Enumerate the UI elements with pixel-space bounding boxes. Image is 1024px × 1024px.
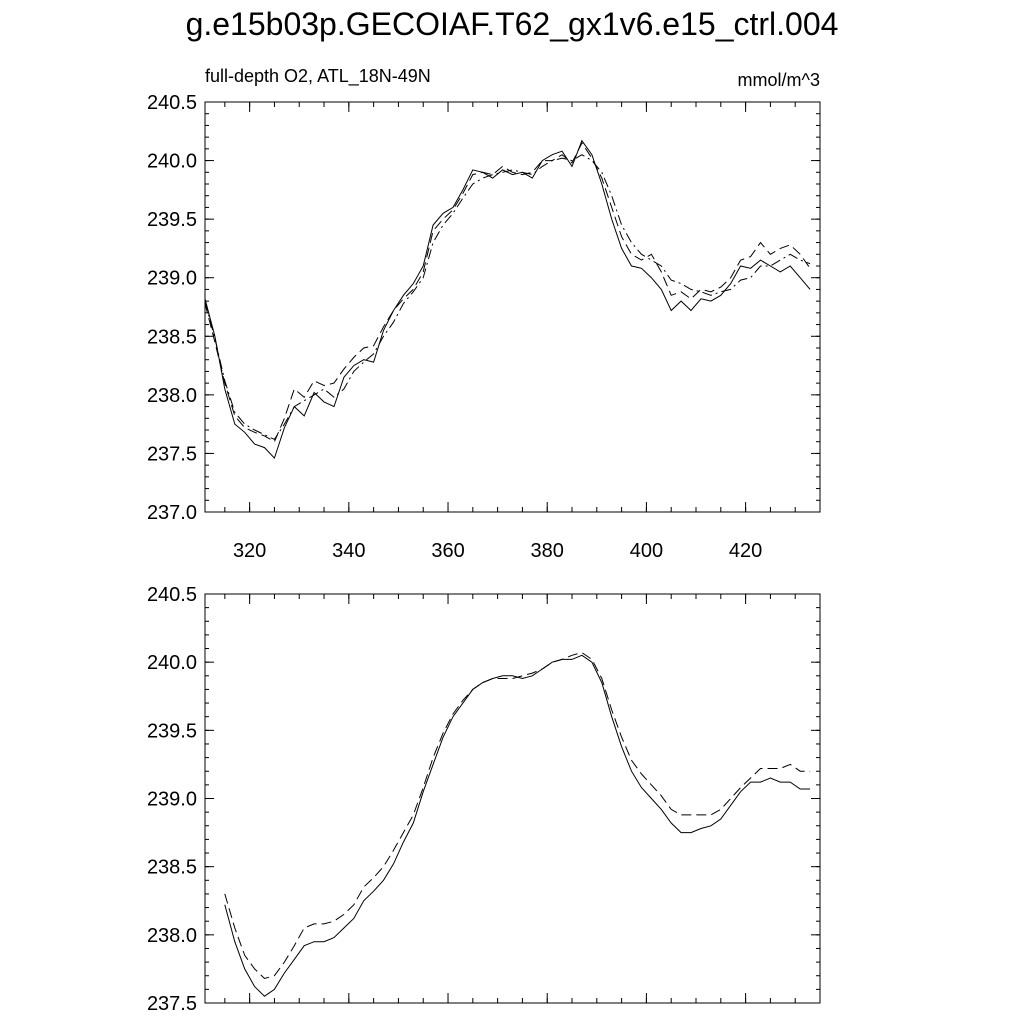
y-tick-label: 239.0 — [147, 268, 197, 290]
y-tick-label: 240.0 — [147, 652, 197, 674]
series-solid-line — [224, 654, 811, 997]
y-tick-label: 239.0 — [147, 789, 197, 811]
series-dashed-line — [205, 141, 811, 443]
x-tick-label: 340 — [332, 540, 365, 562]
plot-frame — [204, 101, 821, 513]
series-dashed-line — [224, 652, 811, 980]
y-tick-label: 238.5 — [147, 857, 197, 879]
y-tick-label: 238.0 — [147, 385, 197, 407]
bottom-panel: 237.5 238.0 238.5 239.0 239.5 240.0 240.5 — [147, 584, 821, 1015]
x-tick-label: 320 — [233, 540, 266, 562]
y-tick-label: 237.5 — [147, 443, 197, 465]
y-tick-label: 238.0 — [147, 925, 197, 947]
subtitle-right: mmol/m^3 — [738, 70, 820, 90]
subtitle-left: full-depth O2, ATL_18N-49N — [205, 66, 431, 87]
chart-title: g.e15b03p.GECOIAF.T62_gx1v6.e15_ctrl.004 — [185, 6, 839, 42]
x-tick-label: 380 — [531, 540, 564, 562]
y-tick-label: 240.5 — [147, 92, 197, 114]
y-tick-label: 237.0 — [147, 502, 197, 524]
x-tick-label: 360 — [431, 540, 464, 562]
series-solid-line — [205, 139, 811, 460]
y-tick-label: 240.5 — [147, 584, 197, 606]
x-tick-label: 420 — [729, 540, 762, 562]
y-tick-label: 238.5 — [147, 326, 197, 348]
top-panel: 237.0 237.5 238.0 238.5 239.0 239.5 240.0 240.5… — [147, 66, 821, 562]
series-dash-dot-line — [205, 154, 811, 441]
y-tick-label: 237.5 — [147, 993, 197, 1015]
y-tick-label: 240.0 — [147, 151, 197, 173]
y-tick-label: 239.5 — [147, 720, 197, 742]
x-tick-label: 400 — [630, 540, 663, 562]
plot-frame — [204, 593, 821, 1004]
y-tick-label: 239.5 — [147, 209, 197, 231]
